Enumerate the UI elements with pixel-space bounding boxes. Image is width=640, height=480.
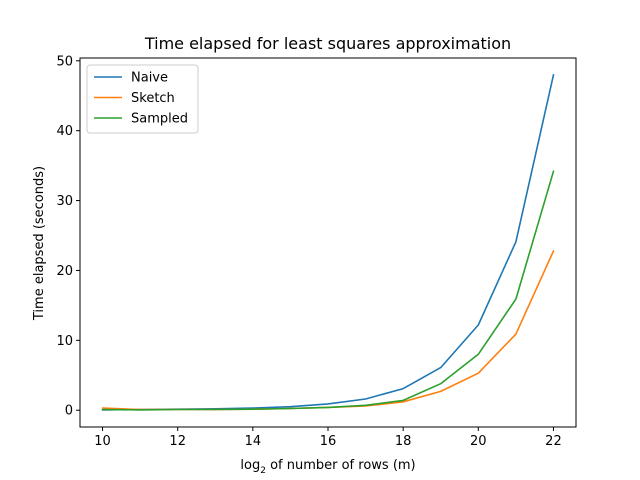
x-tick-label: 18	[395, 434, 412, 449]
x-tick-label: 12	[169, 434, 186, 449]
y-tick-label: 50	[56, 54, 73, 69]
legend: Naive Sketch Sampled	[86, 64, 199, 134]
x-tick-label: 14	[245, 434, 262, 449]
y-tick-label: 0	[65, 404, 73, 419]
y-tick-label: 20	[56, 264, 73, 279]
legend-label-sampled: Sampled	[131, 112, 188, 127]
y-tick-label: 10	[56, 334, 73, 349]
series-line-sampled	[101, 170, 555, 411]
x-tick-label: 10	[94, 434, 111, 449]
x-tick-label: 22	[545, 434, 562, 449]
legend-box	[86, 64, 199, 134]
x-tick-label: 16	[320, 434, 337, 449]
y-tick-label: 30	[56, 194, 73, 209]
x-axis-label: log2 of number of rows (m)	[240, 458, 415, 476]
y-axis-label: Time elapsed (seconds)	[32, 166, 47, 321]
x-tick-label: 20	[470, 434, 487, 449]
axes-frame	[79, 57, 577, 428]
legend-label-naive: Naive	[131, 71, 168, 86]
y-tick-label: 40	[56, 124, 73, 139]
series-line-sketch	[101, 250, 555, 411]
legend-label-sketch: Sketch	[131, 91, 175, 106]
chart-title: Time elapsed for least squares approxima…	[144, 34, 511, 53]
plot-area: 10 12 14 16 18 20 22 0 10 20 30 40 50	[56, 54, 577, 449]
